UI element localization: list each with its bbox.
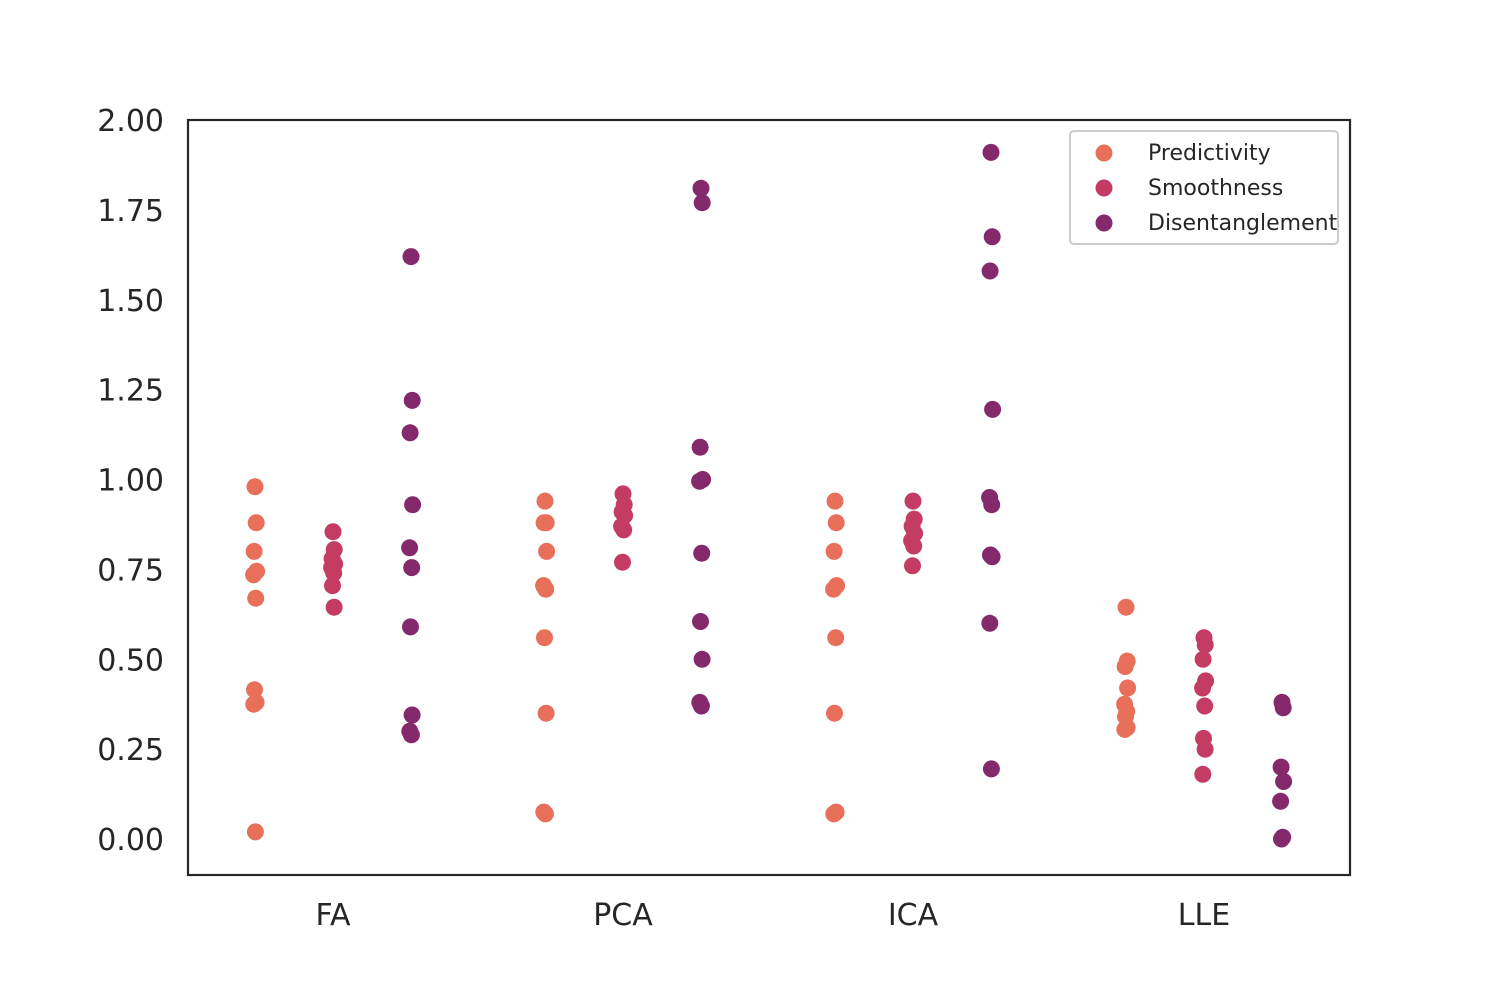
data-point-predictivity	[247, 514, 265, 532]
data-point-disentanglement	[693, 650, 711, 668]
data-point-disentanglement	[692, 697, 710, 715]
data-point-smoothness	[905, 537, 923, 555]
data-point-predictivity	[536, 805, 554, 823]
legend-marker	[1095, 179, 1113, 197]
data-point-predictivity	[246, 823, 264, 841]
data-point-predictivity	[825, 580, 843, 598]
data-point-smoothness	[1196, 636, 1214, 654]
data-point-smoothness	[1196, 697, 1214, 715]
data-point-predictivity	[246, 478, 264, 496]
data-point-smoothness	[325, 598, 343, 616]
data-point-predictivity	[537, 704, 555, 722]
x-tick-label: PCA	[593, 898, 653, 933]
data-point-predictivity	[827, 629, 845, 647]
y-tick-label: 0.50	[97, 643, 164, 678]
data-point-predictivity	[825, 805, 843, 823]
y-axis: 0.00 0.25 0.50 0.75 1.00 1.25 1.50 1.75 2.00	[97, 104, 164, 858]
data-point-disentanglement	[693, 194, 711, 212]
legend-label: Predictivity	[1148, 141, 1271, 166]
data-point-disentanglement	[1274, 699, 1292, 717]
data-point-disentanglement	[403, 559, 421, 577]
y-tick-label: 1.25	[97, 374, 164, 409]
data-point-predictivity	[826, 492, 844, 510]
legend-marker	[1095, 214, 1113, 232]
data-point-smoothness	[325, 564, 343, 582]
data-point-predictivity	[536, 492, 554, 510]
x-tick-label: LLE	[1178, 898, 1230, 933]
data-point-predictivity	[246, 681, 263, 699]
data-point-disentanglement	[981, 262, 999, 280]
data-point-smoothness	[1194, 650, 1212, 668]
data-point-disentanglement	[981, 614, 999, 632]
data-point-disentanglement	[1273, 830, 1290, 848]
data-point-predictivity	[245, 566, 263, 584]
y-tick-label: 1.00	[97, 464, 164, 499]
data-point-predictivity	[1117, 598, 1135, 616]
data-point-disentanglement	[691, 438, 709, 456]
data-point-predictivity	[537, 580, 555, 598]
data-point-predictivity	[826, 704, 843, 722]
data-point-disentanglement	[692, 179, 710, 197]
data-point-disentanglement	[982, 760, 1000, 778]
data-point-smoothness	[1194, 679, 1212, 697]
data-point-predictivity	[535, 514, 553, 532]
legend: Predictivity Smoothness Disentanglement	[1069, 130, 1339, 245]
y-tick-label: 0.25	[97, 733, 164, 768]
data-point-smoothness	[324, 523, 342, 541]
data-point-smoothness	[615, 521, 633, 539]
data-point-disentanglement	[403, 706, 421, 724]
data-point-smoothness	[904, 492, 922, 510]
legend-frame	[1069, 130, 1339, 245]
data-point-disentanglement	[402, 618, 419, 636]
data-point-disentanglement	[983, 548, 1001, 566]
data-point-predictivity	[1116, 720, 1134, 738]
legend-label: Disentanglement	[1148, 211, 1338, 236]
data-point-disentanglement	[983, 228, 1001, 246]
data-point-predictivity	[1119, 679, 1137, 697]
data-point-disentanglement	[1272, 758, 1290, 776]
data-point-predictivity	[538, 542, 556, 560]
legend-label: Smoothness	[1148, 176, 1283, 201]
data-point-disentanglement	[401, 539, 419, 557]
data-point-disentanglement	[692, 613, 709, 630]
data-point-disentanglement	[402, 726, 420, 744]
data-point-predictivity	[825, 542, 843, 560]
data-point-smoothness	[1196, 740, 1214, 758]
data-point-disentanglement	[402, 248, 420, 266]
data-point-disentanglement	[403, 391, 421, 409]
data-point-disentanglement	[982, 143, 1000, 161]
data-point-predictivity	[827, 514, 845, 532]
data-point-predictivity	[247, 589, 265, 607]
y-tick-label: 1.50	[97, 284, 164, 319]
x-tick-label: FA	[315, 898, 351, 933]
x-tick-label: ICA	[888, 898, 939, 933]
data-point-predictivity	[245, 542, 263, 560]
data-point-predictivity	[536, 629, 553, 647]
data-point-disentanglement	[984, 400, 1002, 418]
plot-frame	[186, 118, 1352, 877]
y-tick-label: 2.00	[97, 104, 164, 139]
data-point-disentanglement	[401, 424, 419, 442]
data-point-smoothness	[614, 553, 631, 571]
y-tick-label: 1.75	[97, 194, 164, 229]
y-tick-label: 0.00	[97, 823, 164, 858]
x-axis: FA PCA ICA LLE	[315, 898, 1230, 933]
data-points	[245, 143, 1293, 848]
data-point-disentanglement	[983, 496, 1001, 514]
data-point-disentanglement	[691, 472, 709, 490]
data-point-predictivity	[245, 695, 263, 713]
data-point-smoothness	[1194, 765, 1212, 783]
data-point-disentanglement	[693, 544, 711, 562]
y-tick-label: 0.75	[97, 553, 164, 588]
data-point-smoothness	[324, 577, 341, 595]
legend-marker	[1095, 144, 1113, 162]
data-point-smoothness	[904, 557, 921, 575]
data-point-disentanglement	[404, 496, 422, 514]
data-point-disentanglement	[1275, 773, 1293, 790]
data-point-disentanglement	[1272, 792, 1290, 810]
data-point-predictivity	[1116, 658, 1134, 675]
